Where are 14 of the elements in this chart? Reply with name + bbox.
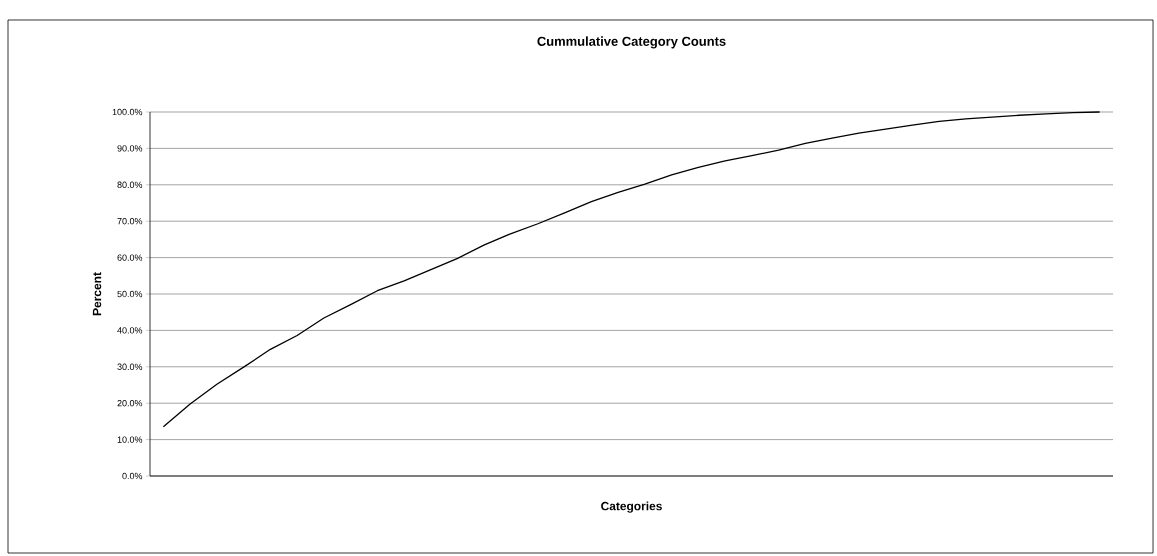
y-tick-label: 0.0% (122, 472, 143, 480)
x-axis-title: Categories (601, 501, 662, 513)
y-tick-label: 10.0% (117, 436, 143, 443)
y-tick-label: 30.0% (117, 363, 143, 370)
y-tick-label: 80.0% (117, 181, 143, 188)
y-tick-label: 40.0% (117, 327, 143, 334)
y-tick-label: 90.0% (117, 145, 143, 152)
chart-title: Cummulative Category Counts (537, 36, 726, 49)
y-axis-title: Percent (92, 272, 102, 316)
y-tick-label: 50.0% (117, 290, 143, 298)
y-tick-label: 100.0% (112, 108, 143, 116)
y-tick-label: 70.0% (117, 218, 143, 225)
y-tick-label: 60.0% (117, 254, 143, 261)
y-tick-label: 20.0% (117, 400, 143, 407)
